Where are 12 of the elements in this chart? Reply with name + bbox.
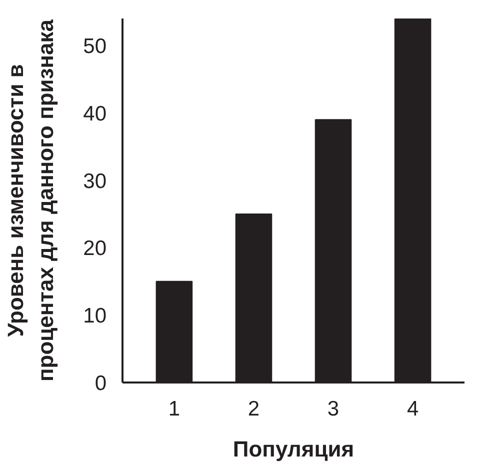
x-tick-label: 1 [168,398,180,420]
y-tick-label: 50 [83,34,106,58]
y-axis-title: Уровень изменчивости в процентах для данного признака [3,18,58,382]
y-tick-label: 30 [83,170,106,193]
x-tick-label: 3 [327,398,340,420]
x-axis-title: Популяция [232,436,354,462]
y-tick-label: 0 [94,372,107,395]
x-tick-label: 4 [406,398,419,420]
y-tick-label: 10 [83,304,106,328]
y-tick-label: 20 [83,237,106,260]
y-tick-label: 40 [83,102,106,126]
x-tick-label: 2 [248,398,260,420]
